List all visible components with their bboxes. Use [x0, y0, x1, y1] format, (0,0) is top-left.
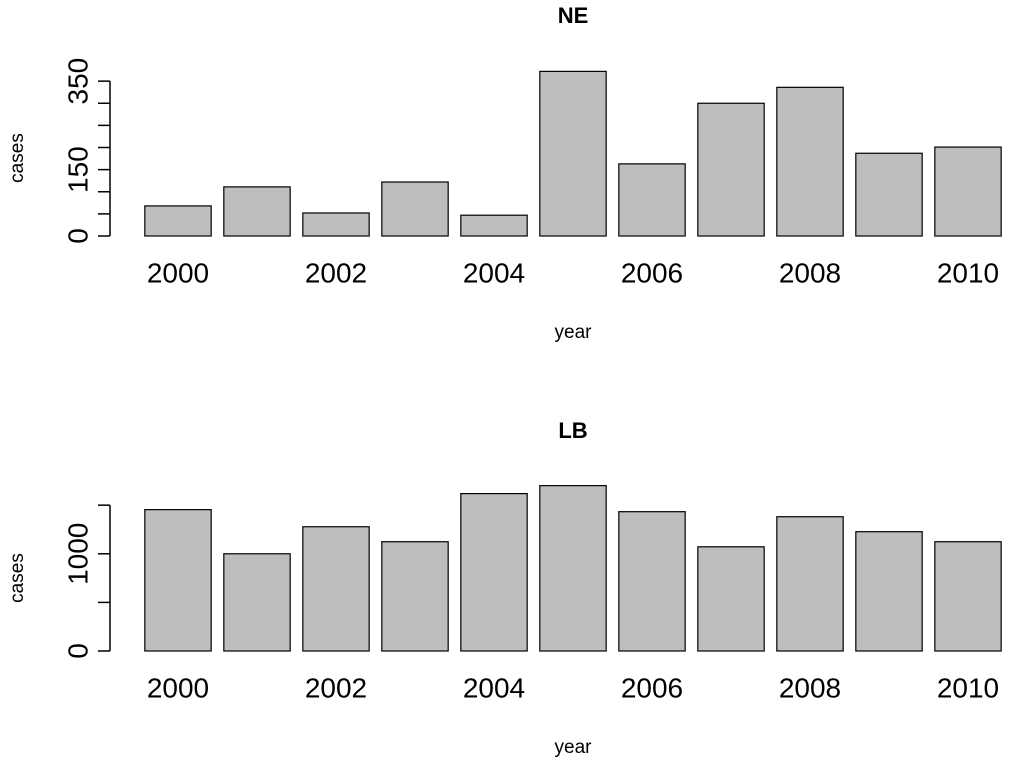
x-tick-label: 2002	[305, 257, 367, 288]
x-tick-label: 2006	[621, 257, 683, 288]
x-tick-label: 2008	[779, 257, 841, 288]
y-tick-label: 150	[62, 146, 93, 193]
x-tick-label: 2008	[779, 672, 841, 703]
x-axis-label: year	[555, 322, 593, 343]
x-tick-label: 2010	[937, 257, 999, 288]
chart-title: NE	[558, 3, 589, 28]
bar	[539, 485, 607, 652]
bar	[855, 531, 923, 652]
bar	[618, 511, 686, 652]
y-axis-label: cases	[7, 133, 28, 183]
bar	[618, 163, 686, 237]
x-tick-label: 2002	[305, 672, 367, 703]
bar	[776, 86, 844, 237]
y-tick-label: 1000	[62, 523, 93, 585]
bar	[144, 509, 212, 652]
bar	[697, 546, 765, 652]
bar	[381, 181, 449, 237]
y-axis-label: cases	[7, 553, 28, 603]
x-tick-label: 2004	[463, 672, 525, 703]
x-tick-label: 2000	[147, 672, 209, 703]
bar	[776, 516, 844, 652]
bar	[697, 102, 765, 237]
x-tick-label: 2000	[147, 257, 209, 288]
y-tick-label: 0	[62, 643, 93, 659]
bar	[223, 186, 291, 237]
y-tick-label: 0	[62, 228, 93, 244]
chart-title: LB	[558, 418, 587, 443]
bar	[934, 146, 1002, 237]
x-tick-label: 2004	[463, 257, 525, 288]
bar	[934, 541, 1002, 652]
bar	[460, 214, 528, 237]
y-tick-label: 350	[62, 58, 93, 105]
bar	[460, 492, 528, 652]
bar	[223, 553, 291, 652]
bar	[539, 70, 607, 237]
x-tick-label: 2006	[621, 672, 683, 703]
x-tick-label: 2010	[937, 672, 999, 703]
x-axis-label: year	[555, 737, 593, 758]
bar	[302, 526, 370, 652]
bar	[144, 205, 212, 237]
bar	[855, 152, 923, 237]
bar	[381, 541, 449, 652]
bar	[302, 212, 370, 237]
